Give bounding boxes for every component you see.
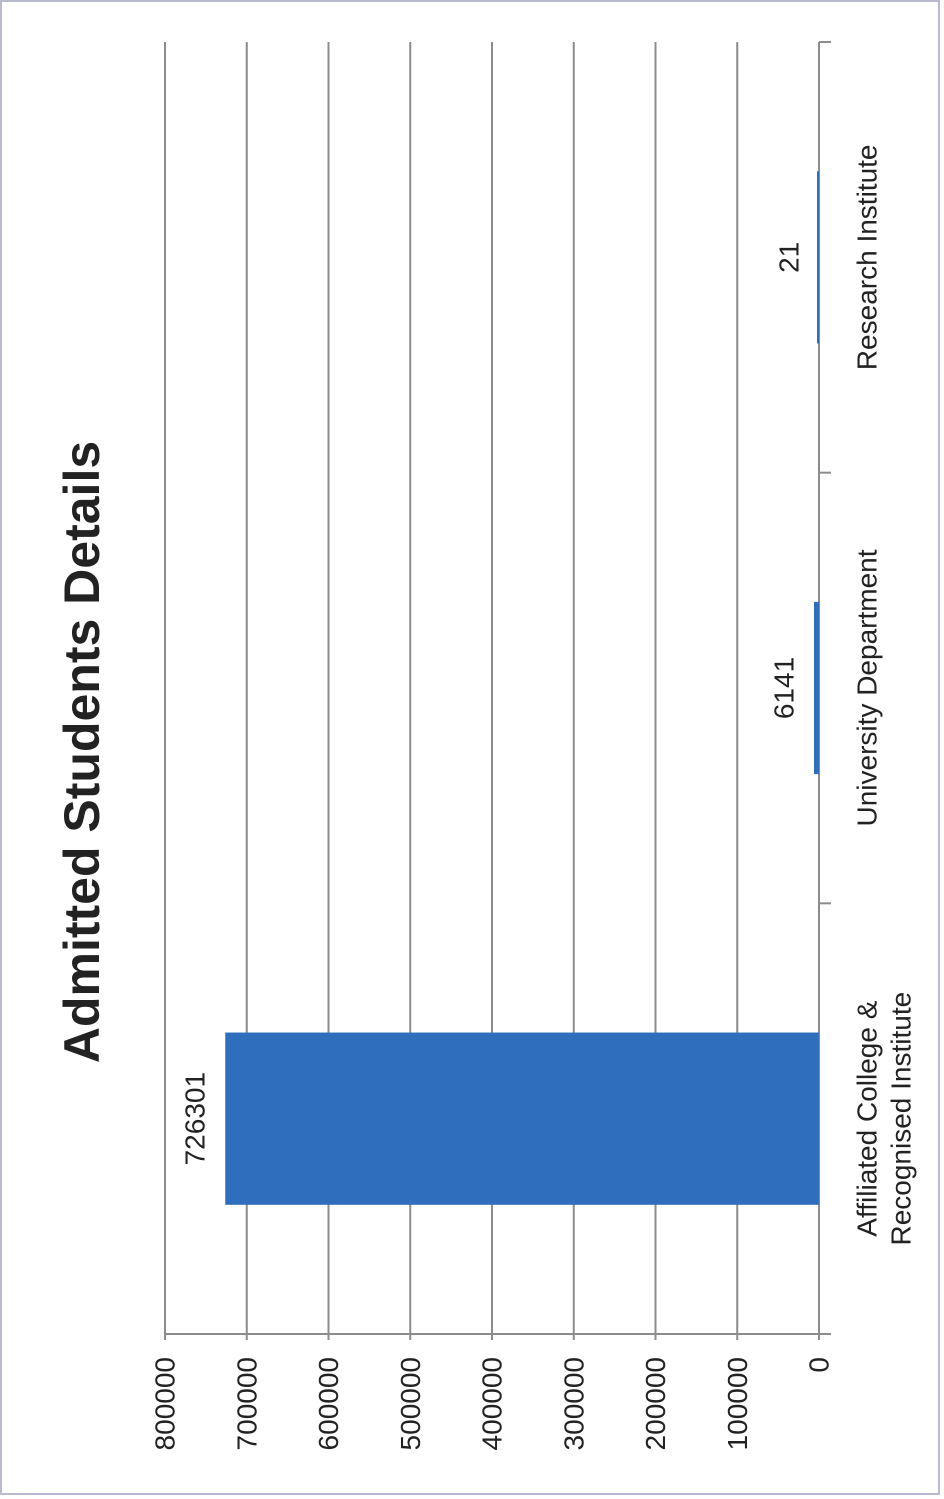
bar [225, 1032, 820, 1205]
y-tick-label: 300000 [558, 1357, 589, 1450]
y-tick-label: 400000 [477, 1357, 508, 1450]
y-tick-label: 100000 [722, 1357, 753, 1450]
y-tick-label: 700000 [231, 1357, 262, 1450]
bars [225, 171, 820, 1205]
data-label: 726301 [180, 1072, 211, 1165]
gridlines [164, 42, 739, 1340]
data-label: 21 [773, 242, 804, 273]
bar [817, 171, 819, 344]
category-label: University Department [852, 549, 883, 826]
y-tick-label: 0 [804, 1357, 835, 1373]
bar [813, 601, 819, 775]
category-label: Affiliated College & [852, 1000, 883, 1236]
y-tick-label: 800000 [150, 1357, 181, 1450]
y-tick-label: 200000 [640, 1357, 671, 1450]
y-tick-label: 600000 [313, 1357, 344, 1450]
category-label: Research Institute [852, 144, 883, 370]
data-label: 6141 [768, 657, 799, 719]
category-label: Recognised Institute [886, 992, 917, 1246]
labels: 0 100000 200000 300000 400000 500000 600000 700… [150, 144, 917, 1450]
chart-title: Admitted Students Details [54, 441, 110, 1063]
y-tick-label: 500000 [395, 1357, 426, 1450]
